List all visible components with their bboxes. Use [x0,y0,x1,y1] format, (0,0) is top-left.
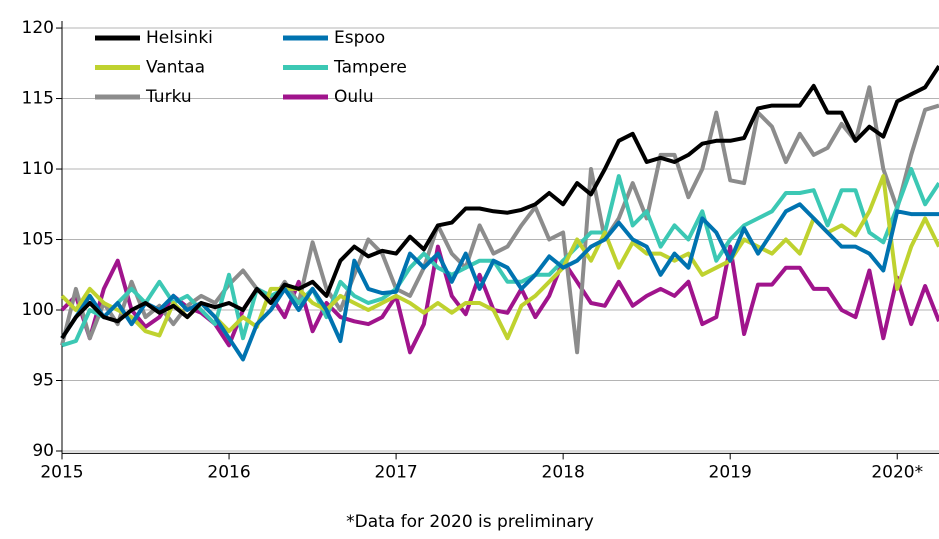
y-tick-label: 115 [22,89,54,109]
legend-label: Helsinki [146,28,213,48]
series-line [60,202,939,362]
y-tick-label: 105 [22,230,54,250]
y-tick-label: 100 [22,300,54,320]
x-tick-label: 2018 [542,462,585,482]
legend-label: Tampere [333,58,407,78]
series-line [60,85,939,355]
chart-note: *Data for 2020 is preliminary [346,512,594,532]
series-line [60,174,939,341]
y-tick-label: 120 [22,18,54,38]
y-tick-label: 90 [32,441,54,461]
legend-label: Vantaa [146,58,205,78]
y-tick-label: 110 [22,159,54,179]
series-line [60,65,939,340]
legend-label: Oulu [334,87,374,107]
x-tick-label: 2016 [207,462,250,482]
series-line [61,167,939,348]
legend-label: Espoo [334,28,385,48]
x-tick-label: 2015 [40,462,83,482]
y-tick-label: 95 [32,371,54,391]
x-tick-label: 2019 [709,462,752,482]
legend-label: Turku [145,87,192,107]
x-tick-label: 2020* [871,462,923,482]
x-tick-label: 2017 [374,462,417,482]
